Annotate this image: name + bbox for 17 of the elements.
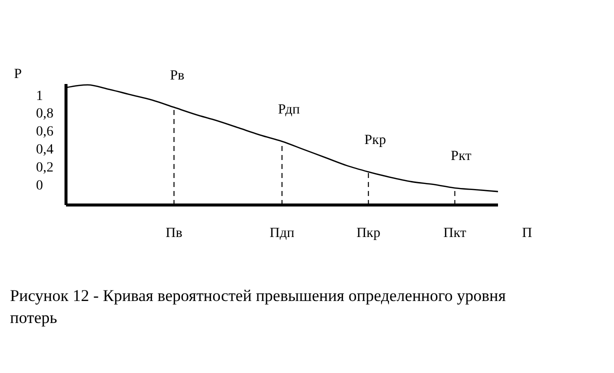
x-tick-label: Пв	[166, 226, 183, 241]
x-tick-label: Пкт	[443, 226, 466, 241]
y-axis-title: Р	[14, 67, 22, 82]
annotation: Рдп	[278, 102, 300, 118]
x-tick-label: Пкр	[356, 226, 380, 241]
text: Рисунок 12 - Кривая вероятностей превышения определенного уровня потерь	[10, 286, 506, 327]
annotation: Ркр	[364, 132, 386, 148]
x-axis-title: П	[522, 226, 532, 241]
y-tick-label: 0,8	[36, 106, 54, 122]
y-tick-label: 0,2	[36, 160, 54, 176]
y-tick-label: 0	[36, 178, 43, 194]
y-tick-label: 0,4	[36, 142, 54, 158]
annotation: Ркт	[450, 148, 472, 164]
y-tick-label: 0,6	[36, 124, 54, 140]
x-tick-label: Пдп	[270, 226, 295, 241]
annotation: Рв	[170, 68, 185, 84]
y-tick-label: 1	[36, 88, 43, 104]
